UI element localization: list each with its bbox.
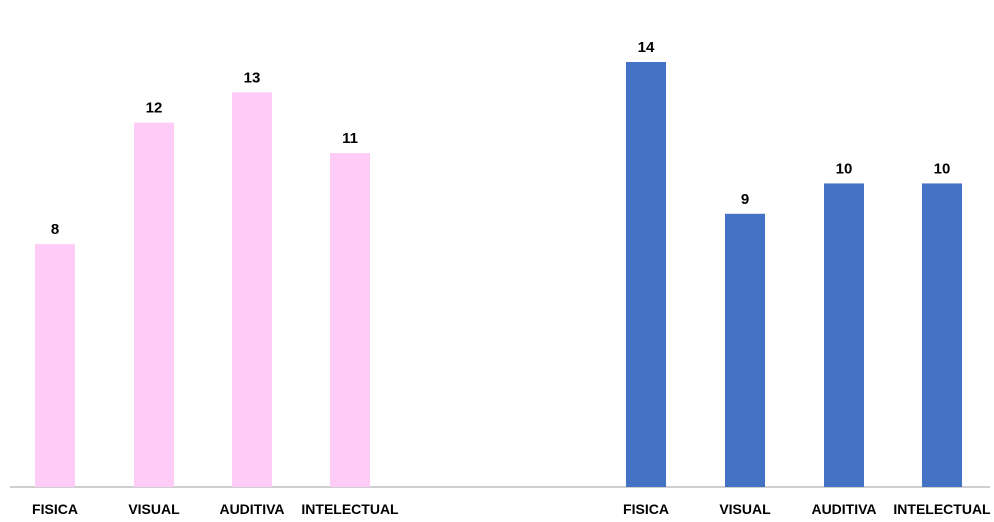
data-label: 12 [146,100,163,117]
bar-visual [134,122,174,487]
data-label: 11 [342,130,358,147]
bar-fisica [626,62,666,487]
category-label: INTELECTUAL [893,501,991,517]
chart-2: 14 FISICA 9 VISUAL 10 AUDITIVA 10 INTELECTUAL [623,39,991,517]
bar-auditiva [824,183,864,487]
chart-1: 8 FISICA 12 VISUAL 13 AUDITIVA 11 INTELECTUAL [32,69,399,517]
category-label: FISICA [32,501,78,517]
data-label: 10 [934,160,951,177]
bar-intelectual [330,153,370,488]
data-label: 14 [638,39,655,56]
category-label: FISICA [623,501,669,517]
bar-fisica [35,244,75,487]
category-label: AUDITIVA [811,501,876,517]
bar-visual [725,213,765,488]
data-label: 8 [51,221,59,238]
category-label: VISUAL [719,501,771,517]
bar-auditiva [232,92,272,487]
data-label: 9 [741,191,749,208]
category-label: AUDITIVA [219,501,284,517]
category-label: VISUAL [128,501,180,517]
category-label: INTELECTUAL [301,501,399,517]
bar-intelectual [922,183,962,487]
data-label: 13 [244,69,261,86]
data-label: 10 [836,160,853,177]
